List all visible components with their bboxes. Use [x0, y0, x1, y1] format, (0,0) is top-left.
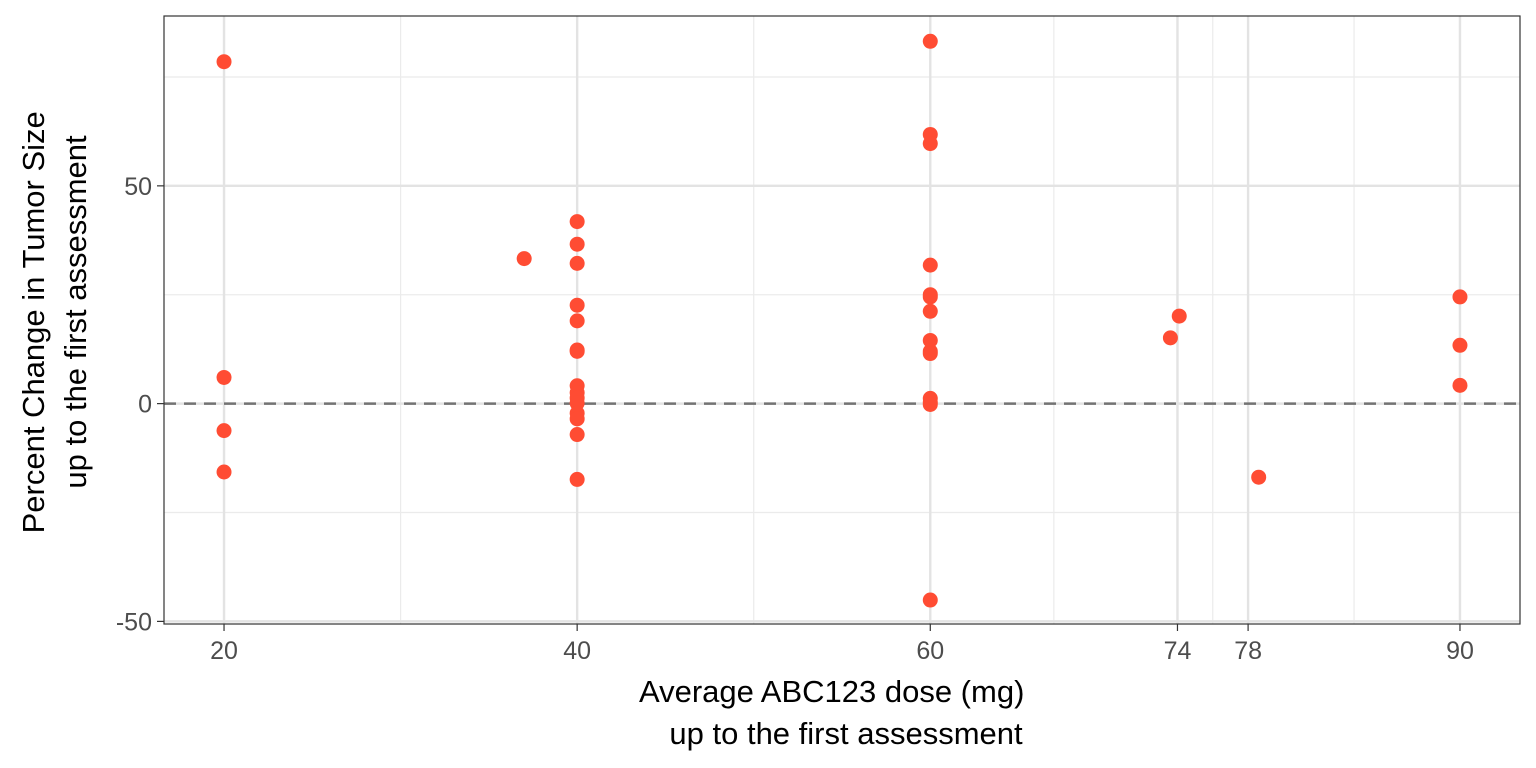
data-point [216, 423, 232, 439]
data-point [216, 369, 232, 385]
x-tick-label: 20 [210, 637, 238, 665]
x-tick-label: 74 [1164, 637, 1192, 665]
x-tick-label: 40 [563, 637, 591, 665]
data-point [922, 303, 938, 319]
plot-border [163, 15, 1521, 625]
data-point [569, 214, 585, 230]
data-point [569, 255, 585, 271]
data-point [216, 54, 232, 70]
data-point [1452, 289, 1468, 305]
data-point [1452, 337, 1468, 353]
y-axis: -50 0 50 [116, 173, 164, 636]
minor-gridlines [164, 16, 1520, 624]
data-point [922, 33, 938, 49]
x-axis-title: Average ABC123 dose (mg) up to the first… [639, 674, 1033, 751]
data-point [216, 464, 232, 480]
data-point [922, 332, 938, 348]
y-tick-label: -50 [116, 608, 152, 636]
data-point [569, 343, 585, 359]
data-point [1171, 308, 1187, 324]
data-point [922, 136, 938, 152]
x-tick-label: 90 [1446, 637, 1474, 665]
data-point [922, 592, 938, 608]
plot-panel [164, 16, 1520, 624]
data-point [922, 289, 938, 305]
data-point [1251, 469, 1267, 485]
x-axis-title-line-2: up to the first assessment [669, 716, 1023, 751]
data-point [569, 297, 585, 313]
x-tick-label: 60 [916, 637, 944, 665]
data-point [569, 471, 585, 487]
data-point [1162, 330, 1178, 346]
data-point [569, 236, 585, 252]
y-tick-label: 0 [138, 391, 152, 419]
data-point [569, 427, 585, 443]
data-point [569, 313, 585, 329]
data-point [516, 251, 532, 267]
x-axis-title-line-1: Average ABC123 dose (mg) [639, 674, 1024, 709]
x-tick-label: 78 [1234, 637, 1262, 665]
y-axis-title: Percent Change in Tumor Size up to the f… [16, 103, 93, 534]
data-point [922, 396, 938, 412]
data-point [922, 346, 938, 362]
data-point [569, 411, 585, 427]
data-points [216, 33, 1468, 608]
data-point [922, 257, 938, 273]
data-point [1452, 377, 1468, 393]
y-axis-title-line-2: up to the first assessment [58, 135, 93, 489]
y-axis-title-line-1: Percent Change in Tumor Size [16, 111, 51, 533]
x-axis: 20 40 60 74 78 90 [210, 624, 1474, 665]
y-tick-label: 50 [124, 173, 152, 201]
